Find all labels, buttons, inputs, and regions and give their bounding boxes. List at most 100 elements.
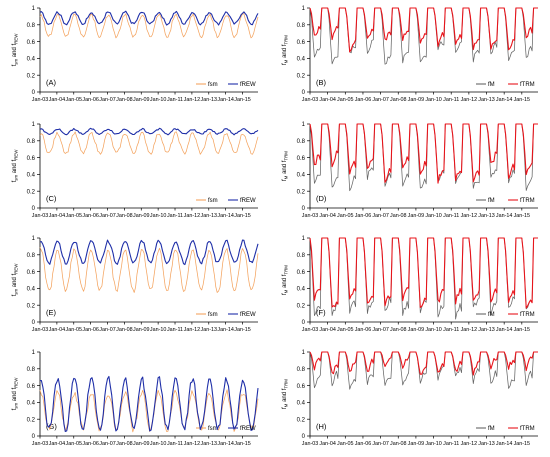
x-tick-label: Jan-08 bbox=[390, 327, 406, 333]
y-tick-label: 0.8 bbox=[27, 23, 36, 29]
legend-label: fsm bbox=[208, 198, 218, 204]
x-tick-label: Jan-13 bbox=[201, 213, 217, 219]
y-tick-label: 0.4 bbox=[27, 401, 36, 407]
panel-label: (E) bbox=[46, 308, 57, 317]
x-tick-label: Jan-07 bbox=[99, 97, 115, 103]
x-tick-label: Jan-09 bbox=[408, 327, 424, 333]
y-tick-label: 0 bbox=[302, 434, 306, 440]
x-tick-label: Jan-05 bbox=[66, 213, 82, 219]
y-tick-label: 0 bbox=[32, 434, 36, 440]
x-tick-label: Jan-11 bbox=[443, 441, 459, 447]
x-tick-label: Jan-08 bbox=[116, 441, 132, 447]
y-tick-label: 0.6 bbox=[297, 40, 306, 46]
legend-label: fM bbox=[488, 82, 495, 88]
x-tick-label: Jan-03 bbox=[302, 213, 318, 219]
x-tick-label: Jan-10 bbox=[150, 327, 166, 333]
x-tick-label: Jan-08 bbox=[116, 213, 132, 219]
y-tick-label: 1 bbox=[302, 6, 306, 12]
x-tick-label: Jan-06 bbox=[82, 441, 98, 447]
x-tick-label: Jan-05 bbox=[66, 97, 82, 103]
y-tick-label: 0.2 bbox=[27, 417, 36, 423]
x-tick-label: Jan-06 bbox=[355, 97, 371, 103]
y-tick-label: 0.2 bbox=[297, 303, 306, 309]
series-line-frew bbox=[39, 10, 259, 26]
y-tick-label: 0.8 bbox=[297, 367, 306, 373]
y-tick-label: 1 bbox=[32, 122, 36, 128]
panel-label: (G) bbox=[46, 422, 57, 431]
x-tick-label: Jan-13 bbox=[478, 97, 494, 103]
legend-label: fM bbox=[488, 198, 495, 204]
y-tick-label: 1 bbox=[302, 122, 306, 128]
y-tick-label: 1 bbox=[32, 236, 36, 242]
x-tick-label: Jan-03 bbox=[32, 213, 48, 219]
y-tick-label: 0 bbox=[32, 90, 36, 96]
panel-label: (C) bbox=[46, 194, 57, 203]
y-axis-label: fsm and fREW bbox=[12, 33, 19, 67]
x-tick-label: Jan-11 bbox=[167, 327, 183, 333]
y-axis-label: fsm and fREW bbox=[12, 149, 19, 183]
x-tick-label: Jan-07 bbox=[99, 213, 115, 219]
series-line-frew bbox=[39, 375, 259, 433]
x-tick-label: Jan-09 bbox=[133, 327, 149, 333]
x-tick-label: Jan-12 bbox=[184, 441, 200, 447]
panel-label: (F) bbox=[316, 308, 326, 317]
x-tick-label: Jan-06 bbox=[82, 327, 98, 333]
y-tick-label: 0.2 bbox=[27, 189, 36, 195]
legend-label: fTRM bbox=[520, 426, 535, 432]
series-line-frew bbox=[39, 239, 259, 266]
series-line-fsm bbox=[39, 247, 259, 293]
x-tick-label: Jan-14 bbox=[217, 441, 233, 447]
y-tick-label: 0.2 bbox=[297, 417, 306, 423]
x-tick-label: Jan-12 bbox=[461, 327, 477, 333]
x-tick-label: Jan-14 bbox=[217, 97, 233, 103]
legend-label: fREW bbox=[240, 426, 256, 432]
y-tick-label: 0.2 bbox=[297, 189, 306, 195]
x-tick-label: Jan-14 bbox=[496, 97, 512, 103]
x-tick-label: Jan-09 bbox=[408, 441, 424, 447]
x-tick-label: Jan-09 bbox=[408, 213, 424, 219]
series-line-ftrm bbox=[309, 7, 538, 53]
y-tick-label: 0.4 bbox=[297, 287, 306, 293]
x-tick-label: Jan-15 bbox=[234, 441, 250, 447]
y-axis-label: fM and fTRM bbox=[282, 151, 289, 181]
x-tick-label: Jan-07 bbox=[372, 327, 388, 333]
x-tick-label: Jan-12 bbox=[184, 213, 200, 219]
legend-label: fTRM bbox=[520, 312, 535, 318]
y-tick-label: 0.6 bbox=[297, 384, 306, 390]
x-tick-label: Jan-12 bbox=[461, 213, 477, 219]
x-tick-label: Jan-04 bbox=[49, 213, 65, 219]
y-tick-label: 0.8 bbox=[27, 367, 36, 373]
y-tick-label: 0.4 bbox=[297, 401, 306, 407]
legend-label: fREW bbox=[240, 198, 256, 204]
x-tick-label: Jan-12 bbox=[184, 97, 200, 103]
x-tick-label: Jan-13 bbox=[201, 97, 217, 103]
series-line-fm bbox=[309, 351, 538, 390]
y-tick-label: 0 bbox=[302, 206, 306, 212]
x-tick-label: Jan-12 bbox=[461, 441, 477, 447]
x-tick-label: Jan-08 bbox=[116, 327, 132, 333]
x-tick-label: Jan-03 bbox=[32, 97, 48, 103]
x-tick-label: Jan-13 bbox=[201, 441, 217, 447]
x-tick-label: Jan-04 bbox=[49, 97, 65, 103]
x-tick-label: Jan-04 bbox=[49, 441, 65, 447]
panel-label: (B) bbox=[316, 78, 327, 87]
legend-label: fTRM bbox=[520, 198, 535, 204]
series-line-ftrm bbox=[309, 237, 538, 309]
x-tick-label: Jan-10 bbox=[150, 97, 166, 103]
panel-label: (A) bbox=[46, 78, 57, 87]
x-tick-label: Jan-13 bbox=[478, 441, 494, 447]
x-tick-label: Jan-11 bbox=[443, 327, 459, 333]
x-tick-label: Jan-15 bbox=[514, 441, 530, 447]
x-tick-label: Jan-13 bbox=[201, 327, 217, 333]
y-tick-label: 0.8 bbox=[27, 253, 36, 259]
x-tick-label: Jan-04 bbox=[49, 327, 65, 333]
y-tick-label: 0.2 bbox=[297, 73, 306, 79]
y-tick-label: 0.6 bbox=[27, 156, 36, 162]
x-tick-label: Jan-15 bbox=[514, 97, 530, 103]
x-tick-label: Jan-15 bbox=[234, 327, 250, 333]
legend-label: fREW bbox=[240, 82, 256, 88]
x-tick-label: Jan-05 bbox=[337, 97, 353, 103]
